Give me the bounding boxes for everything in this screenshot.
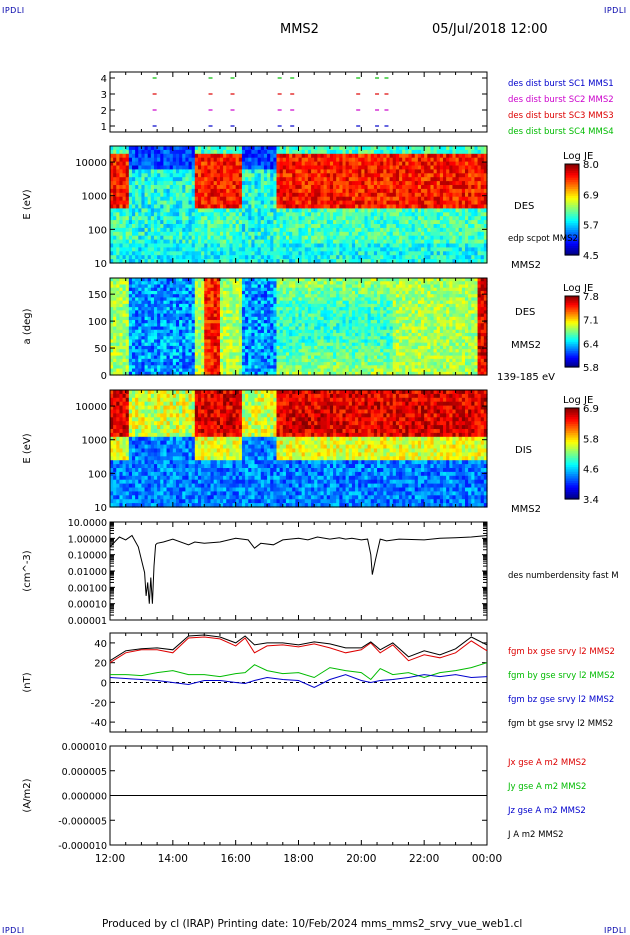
burst-legend-entry: des dist burst SC1 MMS1 [508, 79, 614, 89]
des-energy-spectrogram-cells [110, 146, 488, 264]
des-energy-spectrogram-y-tick-label: 1000 [82, 192, 107, 203]
des-energy-spectrogram-y-tick-label: 100 [88, 225, 107, 236]
burst-y-tick-label: 2 [101, 106, 107, 117]
burst-legend-entry: des dist burst SC4 MMS4 [508, 127, 614, 137]
burst-y-tick-label: 4 [101, 74, 107, 85]
burst-y-tick-label: 1 [101, 122, 107, 133]
burst-legend-entry: des dist burst SC2 MMS2 [508, 95, 614, 105]
colorbar-tick-label: 8.0 [583, 160, 599, 171]
burst-legend-entry: des dist burst SC3 MMS3 [508, 111, 614, 121]
des-energy-spectrogram-y-tick-label: 10 [94, 259, 107, 270]
burst-y-tick-label: 3 [101, 90, 107, 101]
burst-panel-frame [110, 72, 487, 132]
des-pitch-angle-cells [110, 278, 488, 376]
colorbar-tick-label: 5.7 [583, 221, 599, 232]
colorbar-tick-label: 4.5 [583, 251, 599, 262]
des-energy-spectrogram-y-tick-label: 10000 [75, 158, 107, 169]
des-energy-spectrogram-ylabel: E (eV) [22, 189, 33, 219]
colorbar-tick-label: 6.9 [583, 190, 599, 201]
